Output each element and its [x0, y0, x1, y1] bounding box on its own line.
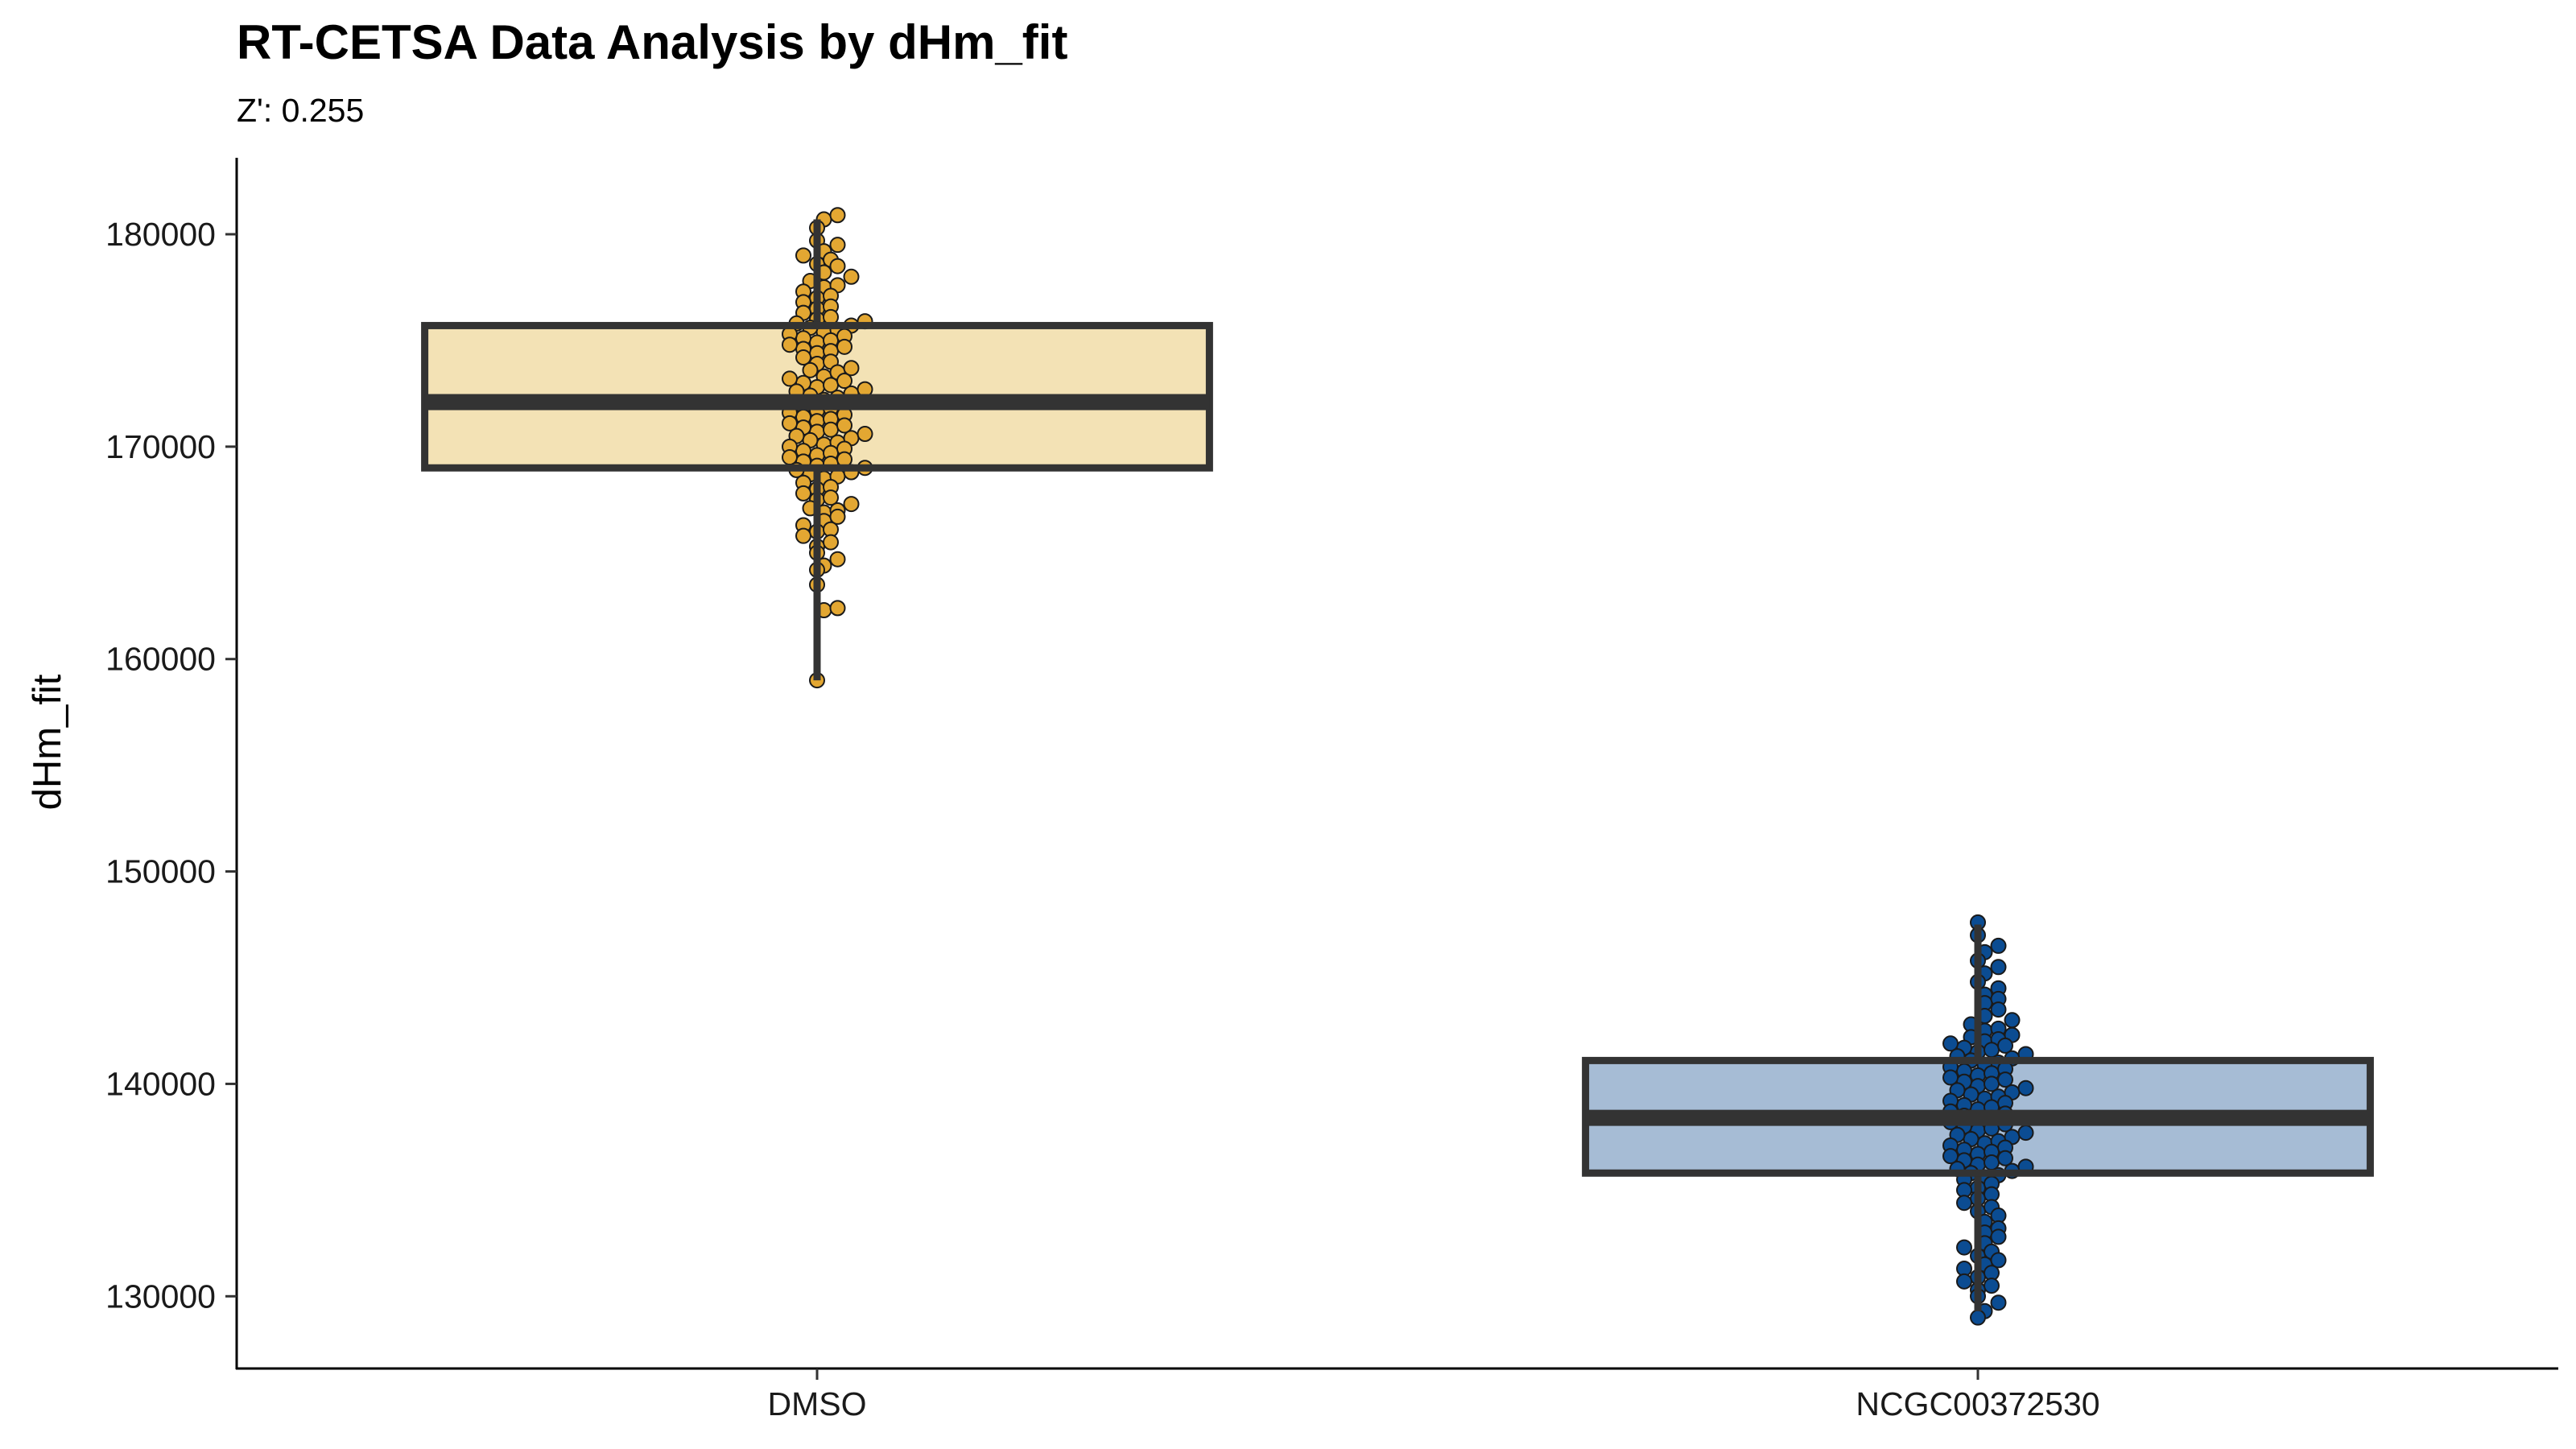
x-tick-label: DMSO — [768, 1385, 867, 1422]
data-point — [836, 373, 852, 390]
data-point — [836, 338, 852, 355]
data-point — [795, 349, 811, 366]
chart-subtitle: Z': 0.255 — [237, 92, 365, 129]
data-point — [1997, 1037, 2013, 1054]
data-point — [795, 247, 811, 264]
data-point — [2004, 1012, 2021, 1029]
chart-title: RT-CETSA Data Analysis by dHm_fit — [237, 15, 1068, 69]
y-axis-title: dHm_fit — [26, 674, 69, 810]
data-point — [836, 417, 852, 434]
y-tick-label: 140000 — [105, 1065, 216, 1102]
data-point — [1956, 1273, 1972, 1290]
data-point — [829, 207, 846, 224]
data-point — [1942, 1035, 1959, 1052]
data-point — [2017, 1125, 2034, 1141]
data-point — [1970, 1309, 1986, 1326]
data-point — [829, 508, 846, 525]
data-point — [1990, 959, 2007, 976]
y-tick-label: 150000 — [105, 853, 216, 890]
data-point — [823, 489, 839, 506]
data-point — [843, 360, 860, 377]
data-point — [2017, 1080, 2034, 1096]
data-point — [802, 361, 819, 378]
box-overlay-layer — [421, 219, 2374, 1311]
y-axis: 130000 140000 150000 160000 170000 180000 — [105, 158, 238, 1369]
y-tick-label: 180000 — [105, 216, 216, 253]
data-point — [1942, 1069, 1959, 1086]
data-point — [795, 527, 811, 544]
data-point — [1956, 1239, 1972, 1256]
x-axis: DMSO NCGC00372530 — [236, 1367, 2558, 1422]
data-point — [782, 415, 798, 431]
data-point — [829, 258, 846, 275]
y-tick-label: 170000 — [105, 428, 216, 465]
data-point — [843, 268, 860, 285]
data-point — [829, 237, 846, 254]
data-point — [843, 496, 860, 513]
data-point — [829, 551, 846, 568]
boxes-layer — [424, 325, 2371, 1174]
data-point — [823, 534, 839, 551]
data-point — [1942, 1148, 1959, 1165]
data-point — [1990, 1228, 2007, 1245]
data-point — [782, 370, 798, 387]
data-point — [782, 336, 798, 353]
data-point — [1997, 1071, 2013, 1088]
y-tick-label: 160000 — [105, 641, 216, 678]
data-point — [829, 600, 846, 617]
data-point — [1984, 1278, 2000, 1294]
data-point — [1956, 1195, 1972, 1212]
data-point — [857, 426, 873, 443]
y-tick-label: 130000 — [105, 1278, 216, 1315]
data-point — [1997, 1150, 2013, 1166]
x-tick-label: NCGC00372530 — [1856, 1385, 2099, 1422]
data-point — [1990, 1001, 2007, 1018]
data-point — [795, 485, 811, 502]
data-point — [1990, 1294, 2007, 1311]
data-point — [1990, 937, 2007, 954]
data-point — [1990, 1252, 2007, 1269]
